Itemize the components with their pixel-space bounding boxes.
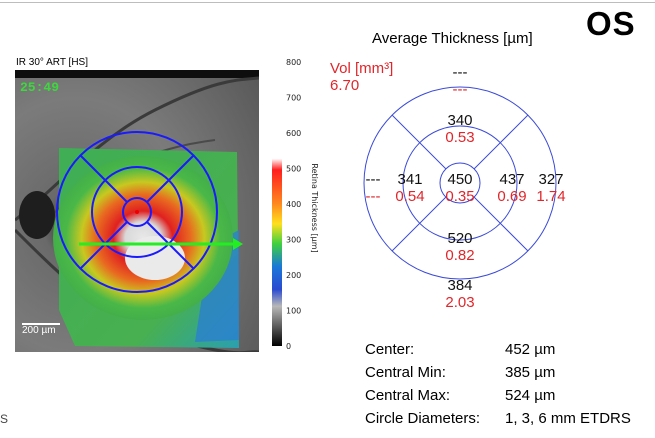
sector-inner-temporal-thickness: 437 (499, 171, 525, 188)
sector-inner-superior: 340 0.53 (440, 112, 480, 146)
sector-outer-superior-volume: --- (452, 81, 468, 98)
colorbar-tick-label: 400 (286, 200, 301, 209)
stat-key: Central Min: (365, 364, 446, 381)
sector-inner-superior-volume: 0.53 (445, 129, 475, 146)
divider-nw-outer (391, 114, 421, 144)
stat-value: 524 µm (505, 387, 556, 404)
colorbar-tick-label: 100 (286, 307, 301, 316)
sector-inner-nasal-thickness: 341 (397, 171, 423, 188)
stats-table: Center: 452 µm Central Min: 385 µm Centr… (365, 338, 631, 430)
scale-bar-line (22, 323, 60, 325)
sector-outer-temporal-thickness: 327 (538, 171, 564, 188)
sector-inner-inferior-volume: 0.82 (445, 247, 475, 264)
outer-ring (363, 86, 557, 280)
divider-ne-inner (473, 142, 501, 170)
stat-value: 385 µm (505, 364, 556, 381)
fundus-svg (15, 70, 259, 352)
stat-key: Center: (365, 341, 415, 358)
sector-center-volume: 0.35 (445, 188, 475, 205)
sector-outer-temporal-volume: 1.74 (536, 188, 566, 205)
stat-key: Central Max: (365, 387, 451, 404)
sector-outer-nasal: --- --- (356, 171, 390, 205)
top-rule (0, 2, 655, 3)
stats-row: Central Min: 385 µm (365, 361, 631, 384)
divider-ne-outer (499, 114, 529, 144)
sector-center: 450 0.35 (442, 171, 478, 205)
etdrs-chart (363, 86, 557, 280)
image-label: IR 30° ART [HS] (16, 57, 88, 68)
colorbar-gradient (272, 62, 282, 346)
colorbar-tick-label: 600 (286, 129, 301, 138)
sector-inner-temporal: 437 0.69 (493, 171, 531, 205)
divider-nw-inner (419, 142, 447, 170)
sector-inner-temporal-volume: 0.69 (497, 188, 527, 205)
sector-outer-inferior: 384 2.03 (440, 277, 480, 311)
volume-legend: Vol [mm³] 6.70 (330, 60, 393, 94)
colorbar-tick-label: 0 (286, 342, 291, 351)
sector-center-thickness: 450 (447, 171, 473, 188)
divider-se-outer (499, 222, 529, 252)
sector-outer-superior: --- --- (440, 64, 480, 98)
colorbar-tick-label: 200 (286, 271, 301, 280)
colorbar-tick-label: 700 (286, 94, 301, 103)
volume-legend-label: Vol [mm³] (330, 60, 394, 77)
colorbar-tick-label: 500 (286, 165, 301, 174)
colorbar-svg: 800 700 600 500 400 300 200 100 0 Retina Thickne… (262, 58, 319, 351)
stat-key: Circle Diameters: (365, 410, 481, 427)
sector-inner-nasal: 341 0.54 (392, 171, 428, 205)
sector-inner-nasal-volume: 0.54 (395, 188, 425, 205)
scale-bar-label: 200 µm (22, 325, 56, 336)
corner-label: S (0, 412, 9, 426)
thickness-colorbar: 800 700 600 500 400 300 200 100 0 Retina Thickne… (262, 58, 342, 358)
sector-inner-inferior-thickness: 520 (447, 230, 473, 247)
scale-bar: 200 µm (22, 323, 60, 336)
sector-inner-superior-thickness: 340 (447, 112, 473, 129)
sector-outer-inferior-volume: 2.03 (445, 294, 475, 311)
timestamp: 25:49 (20, 80, 60, 95)
stats-row: Circle Diameters: 1, 3, 6 mm ETDRS (365, 407, 631, 430)
middle-ring (402, 125, 518, 241)
stats-row: Central Max: 524 µm (365, 384, 631, 407)
volume-total: 6.70 (330, 77, 360, 94)
divider-sw-outer (391, 222, 421, 252)
fundus-image (15, 70, 259, 352)
eye-label: OS (586, 5, 636, 42)
sector-outer-superior-thickness: --- (452, 64, 468, 81)
sector-outer-nasal-thickness: --- (365, 171, 381, 188)
divider-sw-inner (419, 196, 447, 224)
stats-row: Center: 452 µm (365, 338, 631, 361)
stat-value: 1, 3, 6 mm ETDRS (505, 410, 631, 427)
sector-outer-inferior-thickness: 384 (447, 277, 473, 294)
divider-se-inner (473, 196, 501, 224)
chart-title: Average Thickness [µm] (372, 30, 533, 47)
center-ring (439, 162, 481, 204)
colorbar-tick-label: 300 (286, 236, 301, 245)
colorbar-tick-label: 800 (286, 58, 301, 67)
colorbar-title: Retina Thickness [µm] (310, 163, 319, 252)
stat-value: 452 µm (505, 341, 556, 358)
sector-outer-nasal-volume: --- (365, 188, 381, 205)
sector-inner-inferior: 520 0.82 (440, 230, 480, 264)
sector-outer-temporal: 327 1.74 (532, 171, 570, 205)
